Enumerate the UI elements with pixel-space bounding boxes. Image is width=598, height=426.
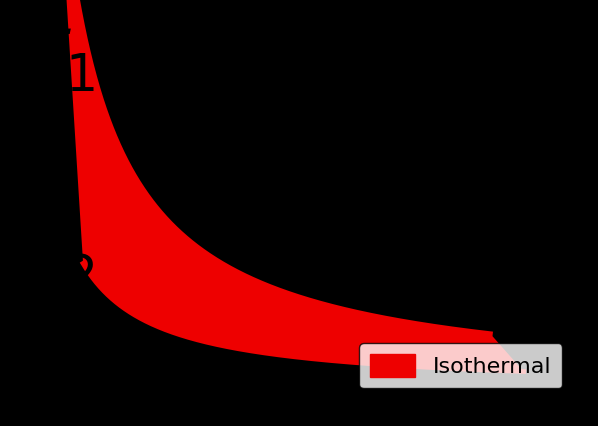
Legend: Isothermal: Isothermal [359,343,562,389]
Polygon shape [45,0,524,371]
Text: $T_2$: $T_2$ [21,227,94,296]
Text: P: P [4,16,57,85]
Text: $T_1$: $T_1$ [21,26,94,95]
Text: V: V [541,355,597,424]
